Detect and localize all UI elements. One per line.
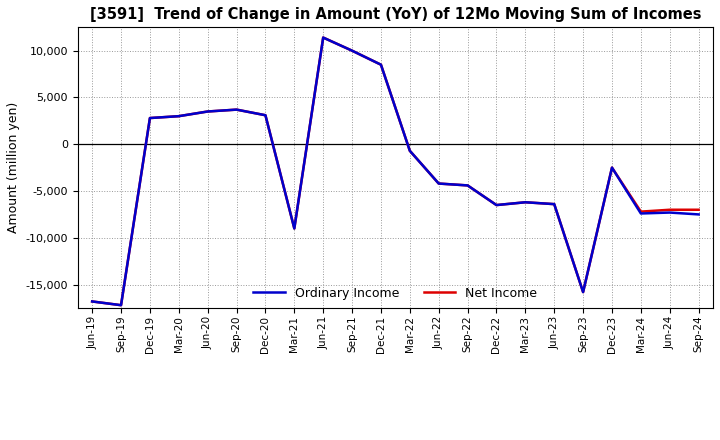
Net Income — [492, 202, 501, 208]
Net Income — [434, 181, 443, 186]
Net Income — [203, 109, 212, 114]
Ordinary Income — [233, 107, 241, 112]
Ordinary Income — [665, 210, 674, 215]
Ordinary Income — [88, 299, 96, 304]
Ordinary Income — [492, 202, 501, 208]
Ordinary Income — [174, 114, 183, 119]
Ordinary Income — [521, 200, 530, 205]
Net Income — [636, 209, 645, 214]
Net Income — [665, 207, 674, 213]
Ordinary Income — [579, 290, 588, 295]
Ordinary Income — [694, 212, 703, 217]
Net Income — [174, 114, 183, 119]
Net Income — [405, 148, 414, 154]
Ordinary Income — [550, 202, 559, 207]
Ordinary Income — [636, 211, 645, 216]
Ordinary Income — [203, 109, 212, 114]
Net Income — [694, 207, 703, 213]
Line: Net Income: Net Income — [92, 37, 698, 305]
Net Income — [117, 303, 125, 308]
Y-axis label: Amount (million yen): Amount (million yen) — [7, 102, 20, 233]
Net Income — [348, 48, 356, 53]
Title: [3591]  Trend of Change in Amount (YoY) of 12Mo Moving Sum of Incomes: [3591] Trend of Change in Amount (YoY) o… — [89, 7, 701, 22]
Net Income — [377, 62, 385, 67]
Ordinary Income — [608, 165, 616, 170]
Net Income — [145, 115, 154, 121]
Net Income — [233, 107, 241, 112]
Ordinary Income — [319, 35, 328, 40]
Net Income — [88, 299, 96, 304]
Net Income — [579, 290, 588, 295]
Ordinary Income — [145, 115, 154, 121]
Ordinary Income — [117, 303, 125, 308]
Net Income — [319, 35, 328, 40]
Line: Ordinary Income: Ordinary Income — [92, 37, 698, 305]
Net Income — [463, 183, 472, 188]
Net Income — [521, 200, 530, 205]
Ordinary Income — [348, 48, 356, 53]
Ordinary Income — [463, 183, 472, 188]
Ordinary Income — [290, 226, 299, 231]
Ordinary Income — [434, 181, 443, 186]
Net Income — [261, 113, 270, 118]
Ordinary Income — [261, 113, 270, 118]
Ordinary Income — [405, 148, 414, 154]
Net Income — [290, 226, 299, 231]
Net Income — [550, 202, 559, 207]
Net Income — [608, 165, 616, 170]
Legend: Ordinary Income, Net Income: Ordinary Income, Net Income — [248, 282, 542, 304]
Ordinary Income — [377, 62, 385, 67]
